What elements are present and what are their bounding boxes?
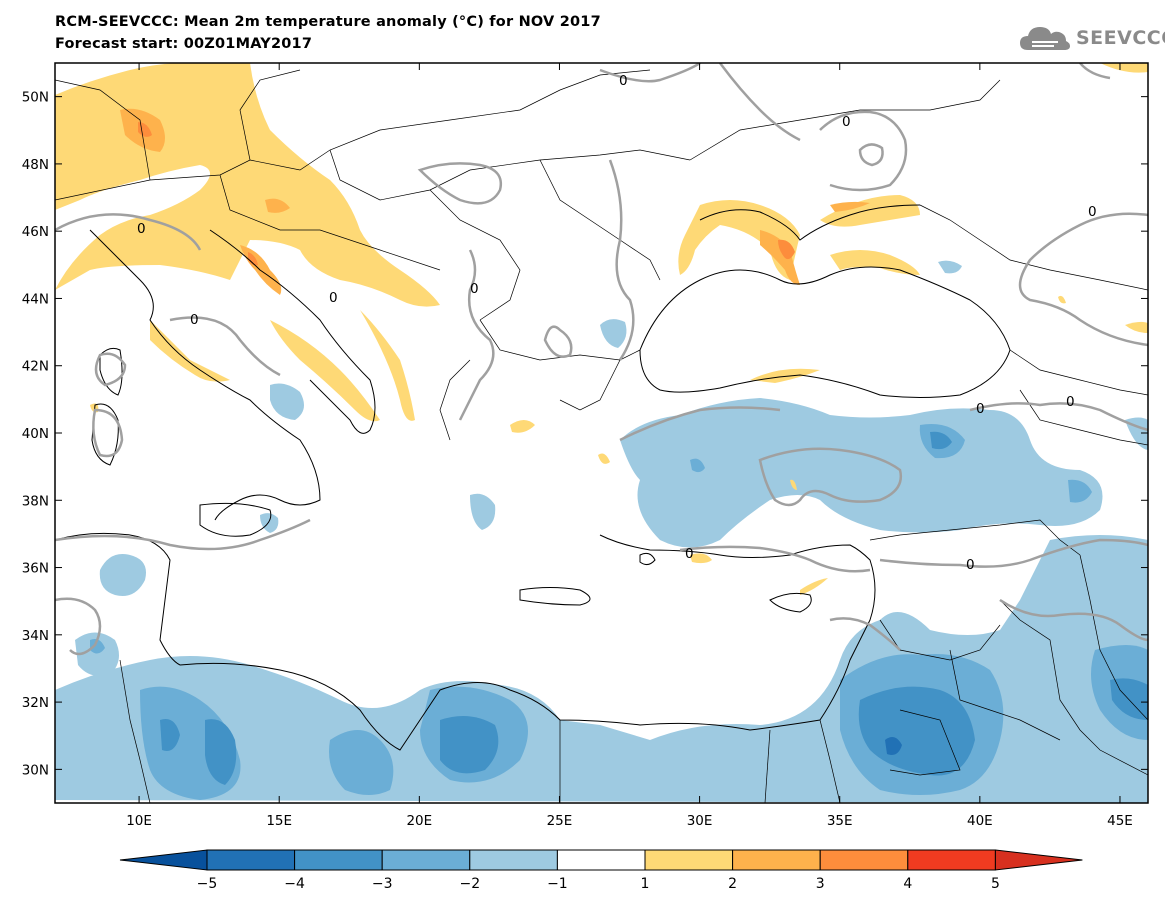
latitude-tick-label: 34N xyxy=(22,628,49,644)
contour-label: 0 xyxy=(976,401,985,417)
colorbar-label: 1 xyxy=(641,876,650,892)
colorbar-label: −2 xyxy=(459,876,480,892)
map-title: RCM-SEEVCCC: Mean 2m temperature anomaly… xyxy=(55,14,601,30)
contour-label: 0 xyxy=(966,557,975,573)
country-borders xyxy=(55,69,1148,803)
latitude-axis: 50N 48N 46N 44N 42N 40N 38N 36N 34N 32N 30N xyxy=(22,90,1148,778)
contour-label: 0 xyxy=(190,312,199,328)
contour-label: 0 xyxy=(619,73,628,89)
colorbar-box xyxy=(381,849,471,871)
forecast-start-label: Forecast start: 00Z01MAY2017 xyxy=(55,36,313,52)
cold-anomaly-fill-4 xyxy=(885,736,902,755)
contour-label: 0 xyxy=(1066,394,1075,410)
cloud-icon xyxy=(1020,27,1070,50)
colorbar-box xyxy=(556,849,646,871)
longitude-tick-label: 40E xyxy=(967,813,993,829)
latitude-tick-label: 32N xyxy=(22,695,49,711)
colorbar-label: −5 xyxy=(197,876,218,892)
latitude-tick-label: 44N xyxy=(22,291,49,307)
colorbar-box xyxy=(469,849,558,871)
seevccc-logo: SEEVCCC xyxy=(1018,20,1165,56)
colorbar-box xyxy=(732,849,821,871)
contour-label: 0 xyxy=(685,546,694,562)
colorbar-label: −4 xyxy=(284,876,305,892)
longitude-tick-label: 45E xyxy=(1107,813,1133,829)
latitude-tick-label: 38N xyxy=(22,493,49,509)
colorbar-min-arrow xyxy=(119,849,208,871)
contour-labels: 0 0 0 0 0 0 0 0 0 0 0 xyxy=(137,73,1097,573)
longitude-tick-label: 15E xyxy=(266,813,292,829)
longitude-tick-label: 20E xyxy=(406,813,432,829)
map-area: 0 0 0 0 0 0 0 0 0 0 0 xyxy=(55,63,1148,803)
longitude-tick-label: 35E xyxy=(827,813,853,829)
colorbar-box xyxy=(907,849,996,871)
latitude-tick-label: 42N xyxy=(22,359,49,375)
latitude-tick-label: 50N xyxy=(22,90,49,106)
latitude-tick-label: 36N xyxy=(22,561,49,577)
colorbar-box xyxy=(206,849,296,871)
contour-label: 0 xyxy=(842,114,851,130)
coastlines xyxy=(55,204,1011,751)
logo-text: SEEVCCC xyxy=(1076,27,1165,49)
colorbar: −5 −4 −3 −2 −1 1 2 3 4 5 xyxy=(119,849,1083,892)
colorbar-label: 5 xyxy=(991,876,1000,892)
colorbar-label: −1 xyxy=(547,876,568,892)
contour-label: 0 xyxy=(137,221,146,237)
colorbar-label: −3 xyxy=(372,876,393,892)
colorbar-box xyxy=(819,849,909,871)
contour-label: 0 xyxy=(470,281,479,297)
colorbar-box xyxy=(644,849,734,871)
latitude-tick-label: 48N xyxy=(22,157,49,173)
longitude-tick-label: 25E xyxy=(547,813,573,829)
warm-anomaly-fill-3 xyxy=(138,122,795,266)
colorbar-box xyxy=(294,849,383,871)
latitude-tick-label: 40N xyxy=(22,426,49,442)
longitude-axis: 10E 15E 20E 25E 30E 35E 40E 45E xyxy=(126,63,1133,829)
latitude-tick-label: 46N xyxy=(22,224,49,240)
colorbar-max-arrow xyxy=(994,849,1083,871)
colorbar-label: 3 xyxy=(816,876,825,892)
contour-label: 0 xyxy=(329,290,338,306)
longitude-tick-label: 30E xyxy=(687,813,713,829)
colorbar-label: 2 xyxy=(728,876,737,892)
colorbar-label: 4 xyxy=(903,876,912,892)
latitude-tick-label: 30N xyxy=(22,762,49,778)
zero-contours xyxy=(55,63,1148,656)
longitude-tick-label: 10E xyxy=(126,813,152,829)
contour-label: 0 xyxy=(1088,204,1097,220)
